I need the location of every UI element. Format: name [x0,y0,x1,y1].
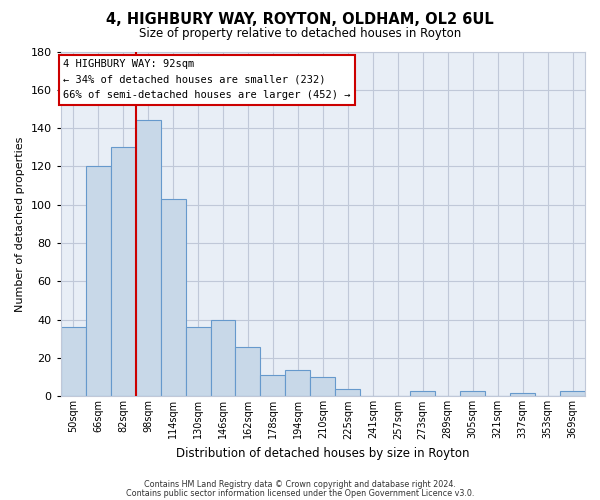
Bar [61,328,86,396]
Bar [260,376,286,396]
Bar [310,377,335,396]
Bar [235,346,260,397]
Bar [560,390,585,396]
X-axis label: Distribution of detached houses by size in Royton: Distribution of detached houses by size … [176,447,470,460]
Text: Contains public sector information licensed under the Open Government Licence v3: Contains public sector information licen… [126,488,474,498]
Y-axis label: Number of detached properties: Number of detached properties [15,136,25,312]
Bar [161,199,185,396]
Bar [460,390,485,396]
Bar [335,388,361,396]
Bar [185,328,211,396]
Text: 4 HIGHBURY WAY: 92sqm
← 34% of detached houses are smaller (232)
66% of semi-det: 4 HIGHBURY WAY: 92sqm ← 34% of detached … [63,59,351,100]
Bar [510,392,535,396]
Text: Size of property relative to detached houses in Royton: Size of property relative to detached ho… [139,28,461,40]
Bar [410,390,435,396]
Text: 4, HIGHBURY WAY, ROYTON, OLDHAM, OL2 6UL: 4, HIGHBURY WAY, ROYTON, OLDHAM, OL2 6UL [106,12,494,28]
Bar [136,120,161,396]
Text: Contains HM Land Registry data © Crown copyright and database right 2024.: Contains HM Land Registry data © Crown c… [144,480,456,489]
Bar [86,166,110,396]
Bar [110,148,136,396]
Bar [211,320,235,396]
Bar [286,370,310,396]
